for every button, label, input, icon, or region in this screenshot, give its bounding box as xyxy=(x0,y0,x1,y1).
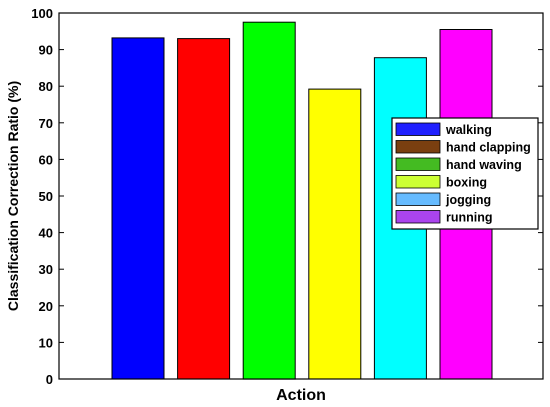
legend-swatch-jogging xyxy=(395,192,441,206)
legend-swatch-hand-clapping xyxy=(395,140,441,154)
x-axis-label: Action xyxy=(276,387,326,404)
y-tick-label: 60 xyxy=(39,152,53,167)
legend-swatch-boxing xyxy=(395,175,441,189)
y-tick-label: 90 xyxy=(39,43,53,58)
legend-swatch-walking xyxy=(395,122,441,136)
y-axis-label: Classification Correction Ratio (%) xyxy=(5,81,21,311)
legend-label-running: running xyxy=(446,211,493,225)
y-tick-label: 40 xyxy=(39,226,53,241)
y-tick-label: 50 xyxy=(39,189,53,204)
bar-walking xyxy=(111,37,165,380)
legend-label-jogging: jogging xyxy=(445,193,491,207)
y-tick-label: 80 xyxy=(39,79,53,94)
y-tick-label: 70 xyxy=(39,116,53,131)
y-tick-label: 0 xyxy=(46,372,53,387)
bar-hand-waving xyxy=(242,21,296,380)
y-tick-label: 20 xyxy=(39,299,53,314)
legend-label-walking: walking xyxy=(445,123,492,137)
bar-hand-clapping xyxy=(177,38,231,380)
y-tick-label: 100 xyxy=(31,6,53,21)
legend-swatch-running xyxy=(395,210,441,224)
legend-label-hand-clapping: hand clapping xyxy=(446,141,531,155)
legend: walking hand clapping hand waving boxing jog… xyxy=(391,117,539,230)
y-tick-label: 10 xyxy=(39,335,53,350)
legend-label-boxing: boxing xyxy=(446,176,487,190)
bar-boxing xyxy=(308,88,362,380)
y-tick-label: 30 xyxy=(39,262,53,277)
legend-label-hand-waving: hand waving xyxy=(446,158,522,172)
legend-swatch-hand-waving xyxy=(395,157,441,171)
